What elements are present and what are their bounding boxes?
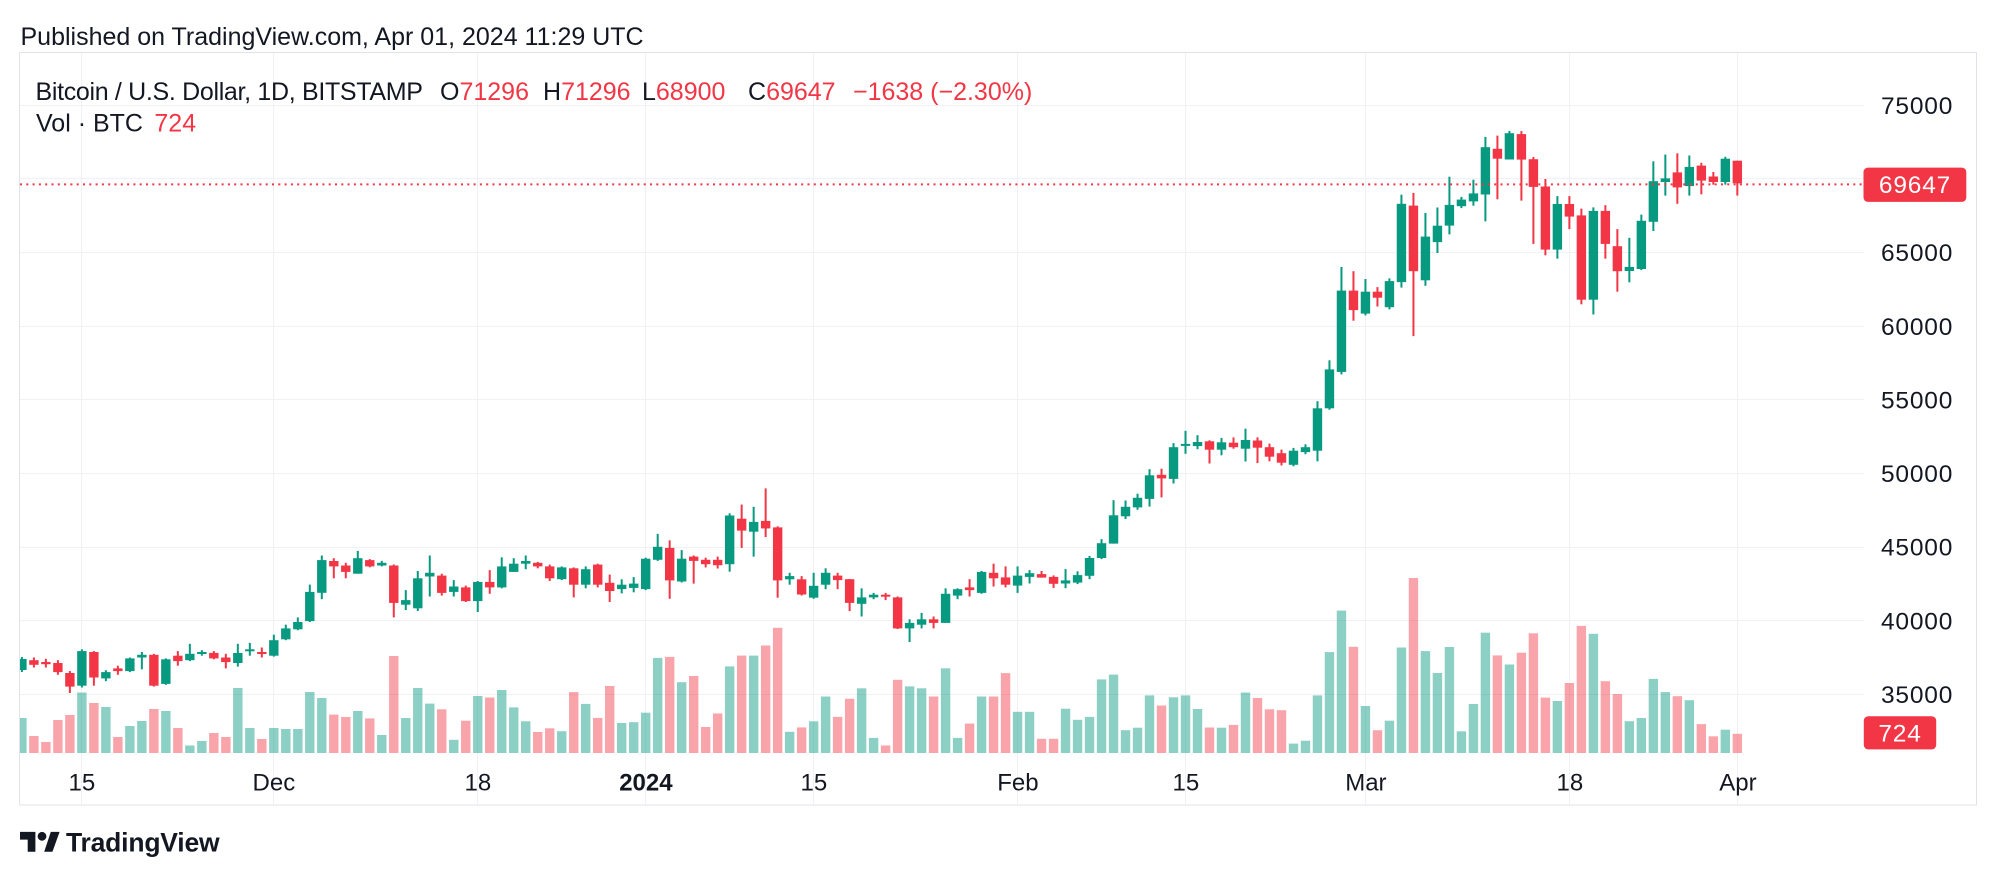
svg-text:15: 15 bbox=[801, 770, 828, 797]
svg-text:Feb: Feb bbox=[997, 770, 1038, 797]
svg-text:Bitcoin / U.S. Dollar, 1D, BIT: Bitcoin / U.S. Dollar, 1D, BITSTAMP bbox=[36, 78, 423, 106]
svg-text:724: 724 bbox=[1878, 721, 1921, 748]
svg-text:18: 18 bbox=[465, 770, 492, 797]
svg-text:50000: 50000 bbox=[1881, 461, 1953, 488]
svg-text:724: 724 bbox=[154, 109, 196, 137]
svg-text:40000: 40000 bbox=[1881, 608, 1953, 635]
svg-text:75000: 75000 bbox=[1881, 93, 1953, 120]
svg-text:35000: 35000 bbox=[1881, 682, 1953, 709]
svg-text:Published on TradingView.com,: Published on TradingView.com, Apr 01, 20… bbox=[21, 23, 644, 51]
svg-text:TradingView: TradingView bbox=[66, 828, 220, 858]
svg-text:Dec: Dec bbox=[253, 770, 296, 797]
svg-text:65000: 65000 bbox=[1881, 240, 1953, 267]
svg-text:−1638 (−2.30%): −1638 (−2.30%) bbox=[853, 78, 1032, 106]
svg-text:15: 15 bbox=[69, 770, 96, 797]
svg-text:O71296: O71296 bbox=[440, 78, 529, 106]
svg-text:C69647: C69647 bbox=[748, 78, 836, 106]
svg-text:55000: 55000 bbox=[1881, 387, 1953, 414]
svg-text:Vol · BTC: Vol · BTC bbox=[36, 109, 143, 137]
svg-text:L68900: L68900 bbox=[642, 78, 725, 106]
svg-text:H71296: H71296 bbox=[543, 78, 631, 106]
svg-text:69647: 69647 bbox=[1879, 172, 1951, 199]
svg-text:Mar: Mar bbox=[1345, 770, 1386, 797]
svg-text:Apr: Apr bbox=[1719, 770, 1756, 797]
svg-text:60000: 60000 bbox=[1881, 314, 1953, 341]
svg-text:2024: 2024 bbox=[619, 770, 673, 797]
svg-text:18: 18 bbox=[1557, 770, 1584, 797]
svg-text:15: 15 bbox=[1173, 770, 1200, 797]
svg-text:45000: 45000 bbox=[1881, 535, 1953, 562]
